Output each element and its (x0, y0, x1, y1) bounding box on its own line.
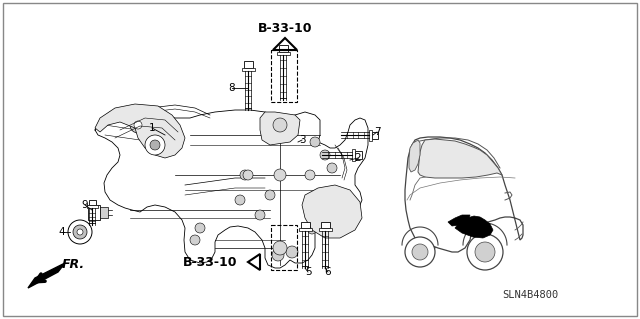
Bar (271, 50, 297, 102)
Bar (319, 228, 332, 231)
Text: SLN4B4800: SLN4B4800 (502, 290, 558, 300)
Circle shape (195, 223, 205, 233)
Circle shape (308, 226, 316, 234)
Text: B-33-10: B-33-10 (258, 21, 312, 34)
Bar (278, 45, 287, 52)
Polygon shape (28, 263, 65, 288)
Bar (298, 228, 312, 231)
Circle shape (145, 135, 165, 155)
Text: FR.: FR. (62, 258, 85, 271)
Text: 9: 9 (82, 200, 88, 210)
Circle shape (273, 241, 287, 255)
Bar (243, 61, 253, 68)
Circle shape (77, 229, 83, 235)
Bar (241, 68, 255, 71)
Bar (100, 207, 108, 218)
Text: 4: 4 (59, 227, 65, 237)
Bar (88, 200, 95, 205)
Polygon shape (409, 140, 420, 172)
Polygon shape (95, 104, 185, 158)
Circle shape (412, 244, 428, 260)
Text: 3: 3 (299, 135, 305, 145)
Text: 8: 8 (228, 83, 236, 93)
Bar (86, 205, 97, 208)
Bar (321, 222, 330, 228)
Circle shape (190, 235, 200, 245)
Polygon shape (95, 108, 368, 268)
Circle shape (150, 140, 160, 150)
Text: B-33-10: B-33-10 (183, 256, 237, 269)
Text: 2: 2 (355, 153, 362, 163)
Bar (369, 130, 372, 140)
Circle shape (255, 210, 265, 220)
Bar (88, 205, 100, 220)
Bar (271, 225, 297, 270)
Polygon shape (448, 215, 470, 226)
Polygon shape (405, 137, 523, 252)
Circle shape (73, 225, 87, 239)
Circle shape (265, 190, 275, 200)
Circle shape (311, 201, 319, 209)
Circle shape (314, 214, 322, 222)
Circle shape (272, 249, 284, 261)
Bar (301, 222, 310, 228)
Polygon shape (418, 139, 502, 178)
Circle shape (68, 220, 92, 244)
Circle shape (235, 195, 245, 205)
Polygon shape (302, 185, 362, 238)
Text: 1: 1 (148, 123, 156, 133)
Circle shape (305, 170, 315, 180)
Circle shape (130, 117, 146, 133)
Circle shape (286, 246, 298, 258)
Circle shape (274, 169, 286, 181)
Circle shape (405, 237, 435, 267)
Text: 5: 5 (305, 267, 311, 277)
Circle shape (273, 118, 287, 132)
Circle shape (134, 121, 142, 129)
Circle shape (475, 242, 495, 262)
Polygon shape (260, 112, 300, 145)
Circle shape (327, 163, 337, 173)
Bar (355, 151, 362, 159)
Text: 7: 7 (374, 127, 380, 137)
Circle shape (310, 137, 320, 147)
Bar (276, 52, 289, 55)
Circle shape (240, 170, 250, 180)
Circle shape (320, 150, 330, 160)
Bar (352, 149, 355, 161)
Circle shape (243, 170, 253, 180)
Bar (372, 131, 378, 138)
Text: 6: 6 (324, 267, 332, 277)
Polygon shape (455, 216, 493, 238)
Circle shape (467, 234, 503, 270)
